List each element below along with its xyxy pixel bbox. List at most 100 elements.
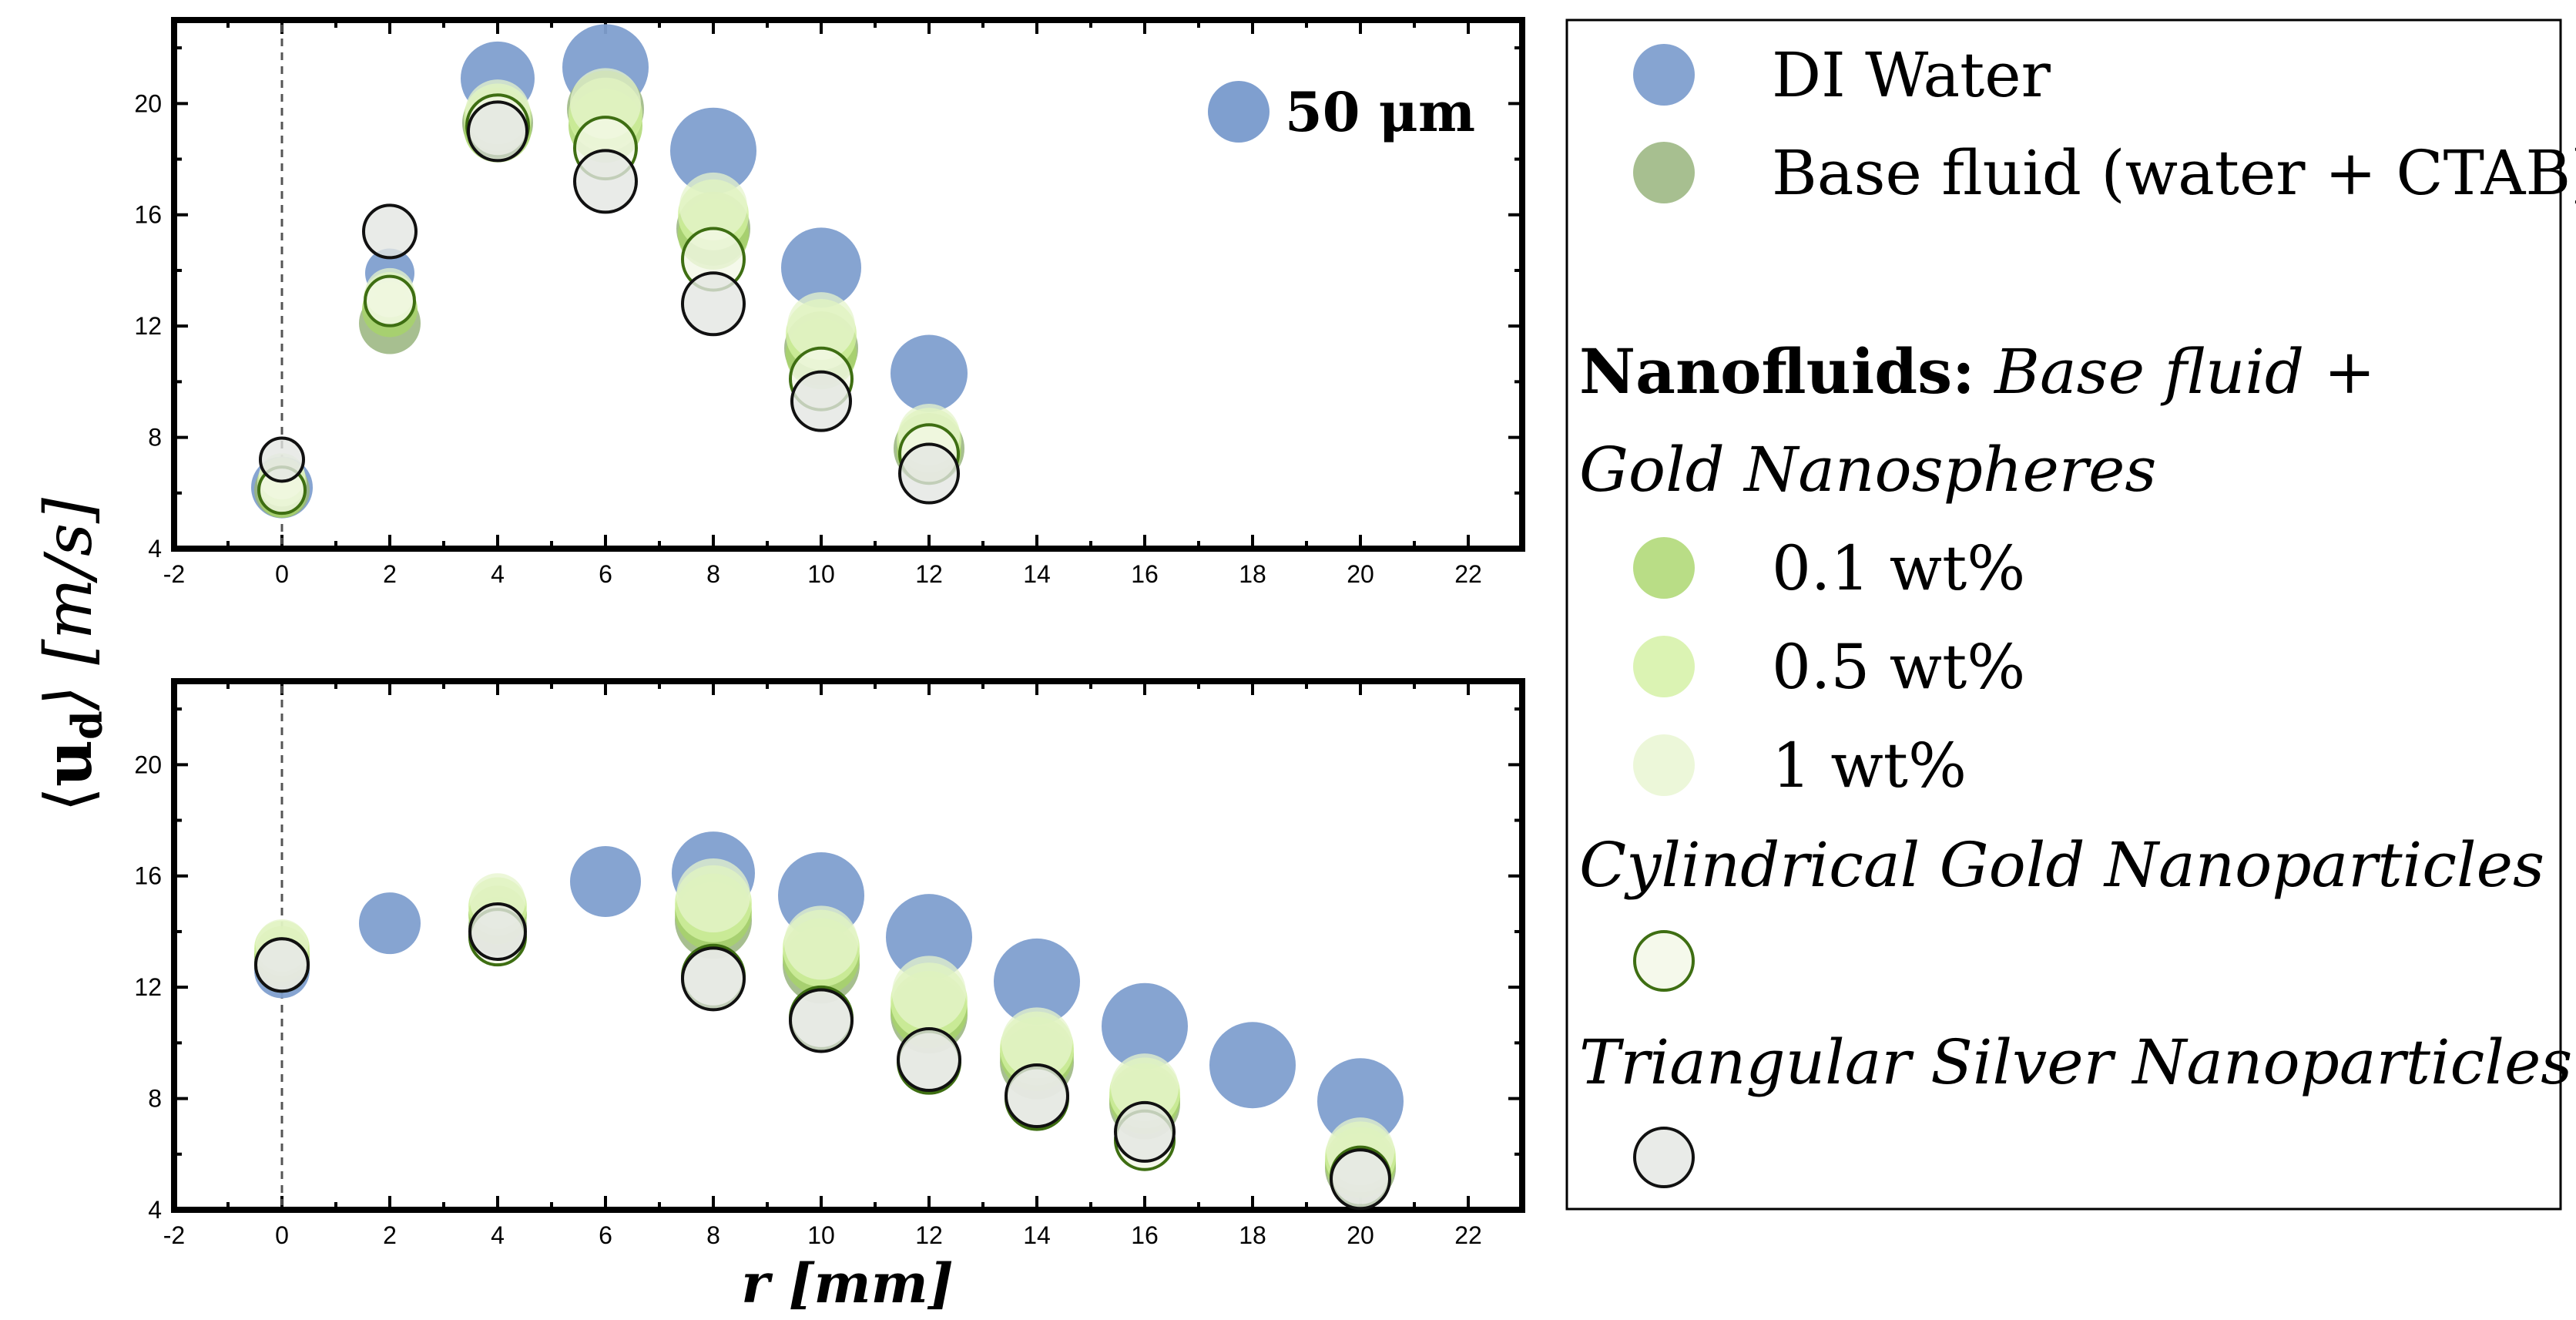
bottom-point-triangular bbox=[1114, 1100, 1176, 1163]
bottom-point-triangular bbox=[254, 937, 310, 993]
top-point-triangular bbox=[790, 370, 852, 432]
top-y-tick-label: 4 bbox=[148, 535, 162, 563]
bottom-point-di-water bbox=[1102, 982, 1188, 1070]
top-point-triangular bbox=[898, 442, 960, 505]
bottom-panel: -2 0 2 4 6 8 10 12 14 16 18 20 22 4 8 12 16 20 bbox=[134, 678, 1525, 1249]
top-x-tick-label: 0 bbox=[275, 560, 289, 588]
y-axis-title: ⟨ud⟩ [m/s] bbox=[30, 498, 112, 812]
bottom-x-tick-label: 10 bbox=[807, 1221, 835, 1249]
size-reference-marker bbox=[1208, 81, 1270, 143]
top-point-di-water bbox=[891, 334, 968, 412]
x-axis-title: r [mm] bbox=[741, 1251, 954, 1315]
top-tick-labels: -2 0 2 4 6 8 10 12 14 16 18 20 22 4 8 12 16 20 bbox=[134, 89, 1481, 588]
top-point-triangular bbox=[259, 436, 305, 483]
top-y-tick-label: 20 bbox=[134, 89, 162, 117]
bottom-y-tick-label: 12 bbox=[134, 973, 162, 1001]
bottom-point-di-water bbox=[886, 894, 972, 981]
svg-text:⟨ud⟩ [m/s]: ⟨ud⟩ [m/s] bbox=[30, 498, 112, 812]
bottom-x-tick-label: 4 bbox=[491, 1221, 505, 1249]
top-x-tick-label: 2 bbox=[383, 560, 397, 588]
legend-marker-di-water bbox=[1633, 44, 1695, 106]
bottom-x-tick-label: 12 bbox=[915, 1221, 943, 1249]
bottom-x-tick-label: 14 bbox=[1023, 1221, 1051, 1249]
bottom-x-tick-label: -2 bbox=[163, 1221, 185, 1249]
bottom-point-np-1 bbox=[676, 858, 750, 933]
top-panel: -2 0 2 4 6 8 10 12 14 16 18 20 22 4 8 12 16 20 50 μm bbox=[134, 17, 1525, 588]
ylabel-prefix: ⟨ bbox=[31, 787, 106, 812]
legend-marker-triangular bbox=[1633, 1127, 1695, 1188]
top-x-tick-label: -2 bbox=[163, 560, 185, 588]
top-point-di-water bbox=[781, 227, 861, 308]
top-point-di-water bbox=[670, 107, 756, 194]
top-point-np-1 bbox=[787, 292, 855, 361]
bottom-data-points bbox=[254, 831, 1404, 1211]
top-x-tick-label: 12 bbox=[915, 560, 943, 588]
ylabel-sub: d bbox=[62, 710, 112, 740]
top-point-triangular bbox=[573, 149, 638, 214]
top-x-tick-label: 8 bbox=[706, 560, 720, 588]
legend-heading-italic: Base fluid + bbox=[1975, 336, 2376, 408]
bottom-point-triangular bbox=[1005, 1063, 1069, 1128]
bottom-point-triangular bbox=[789, 988, 854, 1053]
bottom-point-di-water bbox=[1209, 1022, 1296, 1109]
top-point-cylindrical bbox=[364, 274, 416, 327]
bottom-point-np-1 bbox=[784, 905, 858, 980]
legend-label-01: 0.1 wt% bbox=[1772, 532, 2025, 604]
bottom-x-tick-label: 6 bbox=[599, 1221, 612, 1249]
legend-marker-05 bbox=[1633, 636, 1695, 697]
legend-frame bbox=[1565, 18, 2562, 1211]
bottom-y-tick-label: 4 bbox=[148, 1196, 162, 1224]
top-point-triangular bbox=[467, 100, 528, 163]
bottom-point-triangular bbox=[468, 902, 527, 961]
top-y-tick-label: 8 bbox=[148, 424, 162, 452]
size-reference-label: 50 μm bbox=[1285, 80, 1475, 144]
bottom-point-np-1 bbox=[1111, 1053, 1179, 1122]
top-x-tick-label: 10 bbox=[807, 560, 835, 588]
top-data-points bbox=[251, 24, 968, 519]
bottom-point-di-water bbox=[570, 845, 641, 917]
legend-marker-cylindrical bbox=[1633, 930, 1695, 992]
bottom-point-np-1 bbox=[892, 956, 966, 1030]
bottom-ticks bbox=[173, 681, 1524, 1211]
legend-label-di-water: DI Water bbox=[1772, 39, 2051, 111]
top-plot-frame bbox=[171, 17, 1525, 552]
bottom-point-triangular bbox=[681, 946, 746, 1012]
legend-label-1: 1 wt% bbox=[1772, 730, 1967, 801]
top-x-tick-label: 14 bbox=[1023, 560, 1051, 588]
ylabel-suffix: ⟩ [m/s] bbox=[31, 498, 106, 711]
legend-heading-bold: Nanofluids: bbox=[1579, 335, 1975, 408]
top-point-triangular bbox=[362, 203, 418, 260]
bottom-x-tick-label: 20 bbox=[1347, 1221, 1374, 1249]
legend-heading-cylindrical: Cylindrical Gold Nanoparticles bbox=[1579, 829, 2544, 901]
legend-marker-base-fluid bbox=[1633, 142, 1695, 203]
bottom-x-tick-label: 22 bbox=[1454, 1221, 1482, 1249]
top-y-tick-label: 16 bbox=[134, 201, 162, 229]
bottom-x-tick-label: 8 bbox=[706, 1221, 720, 1249]
legend-marker-01 bbox=[1633, 537, 1695, 599]
bottom-tick-labels: -2 0 2 4 6 8 10 12 14 16 18 20 22 4 8 12 16 20 bbox=[134, 751, 1481, 1249]
legend-label-base-fluid: Base fluid (water + CTAB) bbox=[1772, 137, 2576, 209]
bottom-y-tick-label: 16 bbox=[134, 862, 162, 890]
legend-heading-nanofluids: Nanofluids: Base fluid + bbox=[1579, 335, 2376, 408]
bottom-x-tick-label: 18 bbox=[1239, 1221, 1266, 1249]
top-point-triangular bbox=[681, 271, 746, 337]
bottom-x-tick-label: 0 bbox=[275, 1221, 289, 1249]
legend-marker-1 bbox=[1633, 734, 1695, 796]
bottom-x-tick-label: 16 bbox=[1131, 1221, 1159, 1249]
legend-heading-triangular: Triangular Silver Nanoparticles bbox=[1579, 1026, 2572, 1098]
size-reference: 50 μm bbox=[1208, 80, 1475, 144]
top-x-tick-label: 6 bbox=[599, 560, 612, 588]
bottom-point-di-water bbox=[359, 892, 421, 955]
legend-label-05: 0.5 wt% bbox=[1772, 631, 2025, 703]
bottom-point-triangular bbox=[897, 1027, 961, 1093]
top-ticks bbox=[173, 20, 1524, 550]
top-y-tick-label: 12 bbox=[134, 312, 162, 340]
top-point-np-1 bbox=[679, 172, 747, 240]
top-x-tick-label: 16 bbox=[1131, 560, 1159, 588]
top-x-tick-label: 20 bbox=[1347, 560, 1374, 588]
bottom-y-tick-label: 8 bbox=[148, 1085, 162, 1113]
top-x-tick-label: 4 bbox=[491, 560, 505, 588]
bottom-point-triangular bbox=[1330, 1148, 1391, 1211]
bottom-point-np-1 bbox=[1001, 1007, 1072, 1079]
